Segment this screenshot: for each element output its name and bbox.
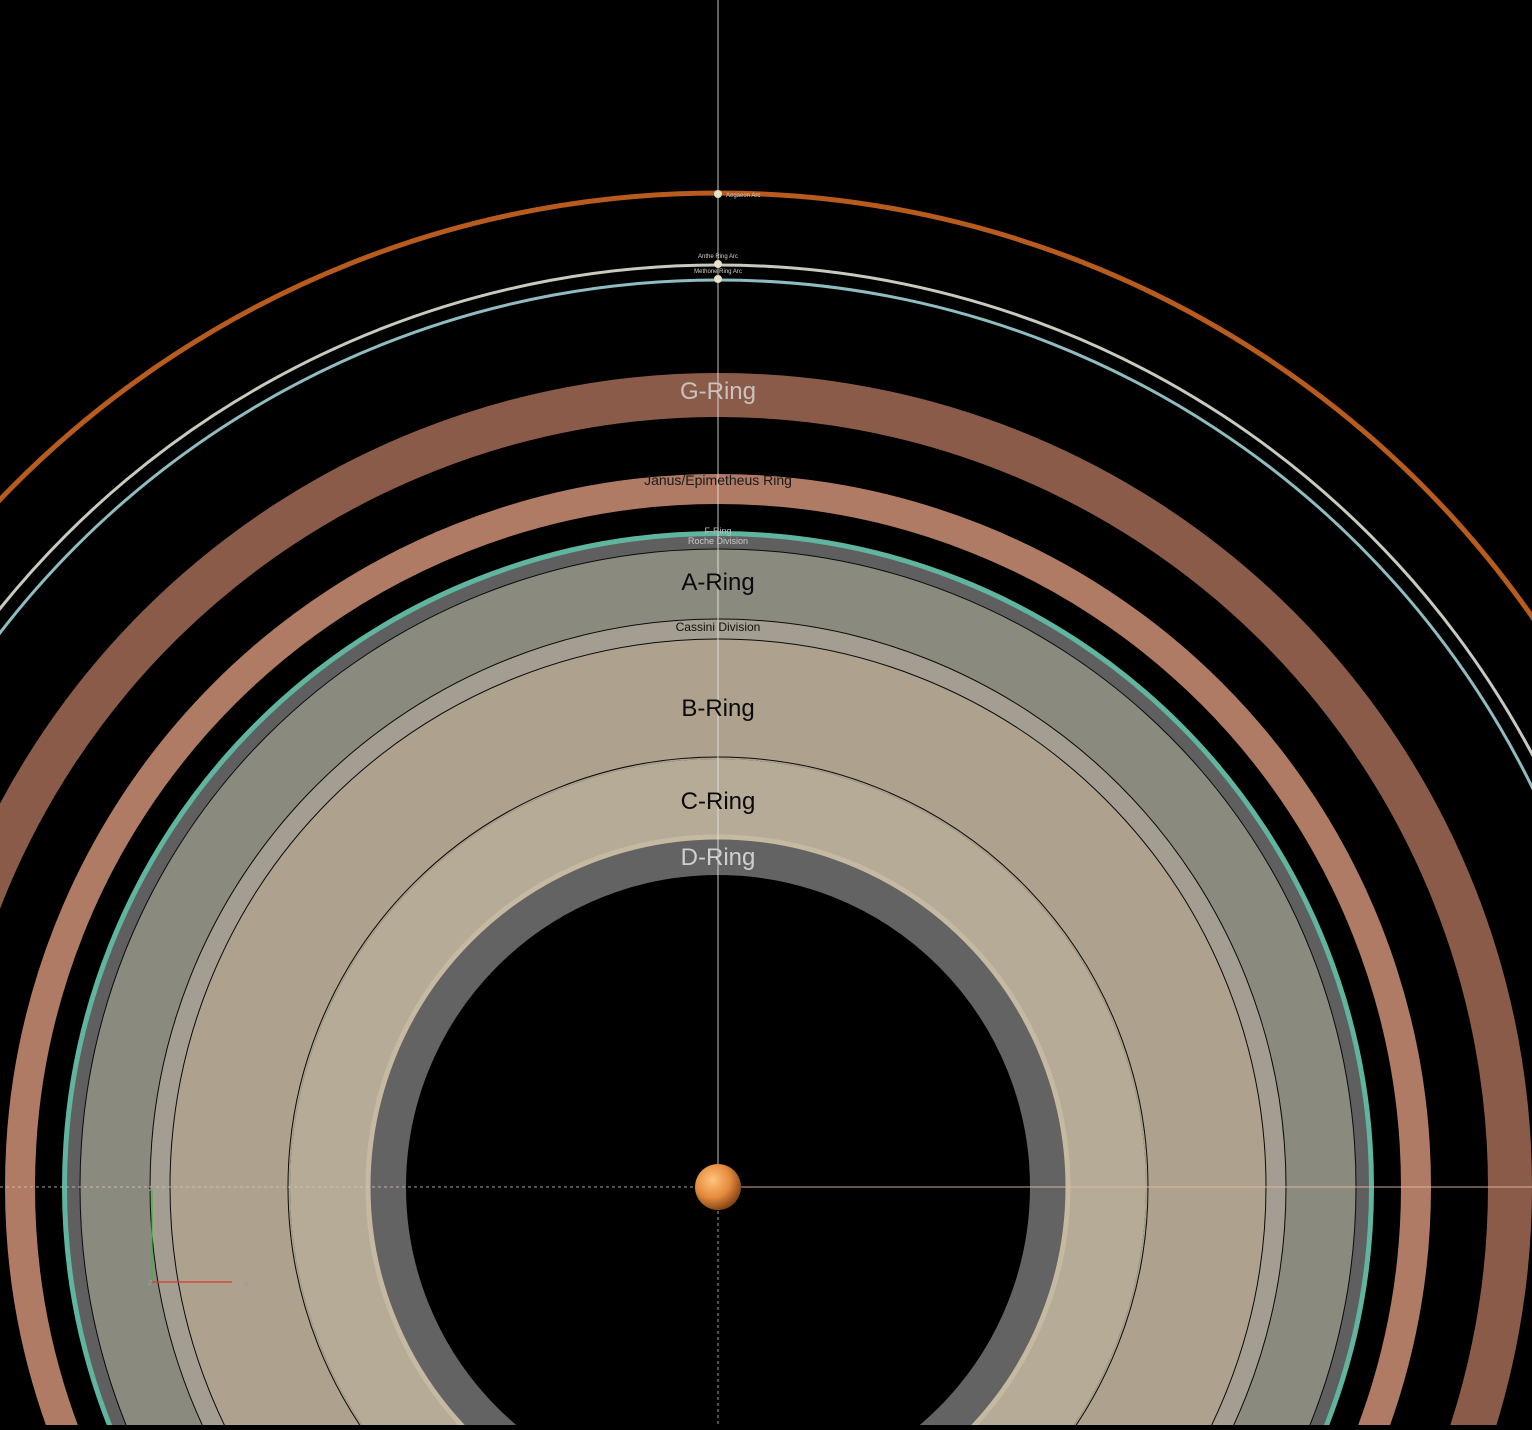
axis-gizmo: z x x xyxy=(148,1183,249,1288)
cassini-division-label: Cassini Division xyxy=(676,620,761,634)
roche-division-label: Roche Division xyxy=(688,536,748,546)
janus-ring-label: Janus/Epimetheus Ring xyxy=(644,472,792,488)
a-ring-label: A-Ring xyxy=(681,569,754,596)
moon-marker-inner[interactable] xyxy=(714,275,722,283)
x-axis-label: x xyxy=(244,1278,249,1288)
orbit-middle-label: Anthe Ring Arc xyxy=(698,254,738,260)
b-ring-label: B-Ring xyxy=(681,695,754,722)
z-axis-label: z xyxy=(148,1277,153,1287)
moon-marker-outer[interactable] xyxy=(714,190,722,198)
d-ring-label: D-Ring xyxy=(681,844,756,871)
planet-sphere[interactable] xyxy=(695,1164,741,1210)
origin-marker: x xyxy=(149,1183,154,1193)
c-ring-label: C-Ring xyxy=(681,788,756,815)
orbit-outer-label: Aegaeon Arc xyxy=(726,193,760,199)
g-ring-label: G-Ring xyxy=(680,378,756,405)
moon-marker-middle[interactable] xyxy=(714,260,722,268)
orbit-inner-label: Methone Ring Arc xyxy=(694,269,742,275)
f-ring-label: F-Ring xyxy=(704,526,731,536)
